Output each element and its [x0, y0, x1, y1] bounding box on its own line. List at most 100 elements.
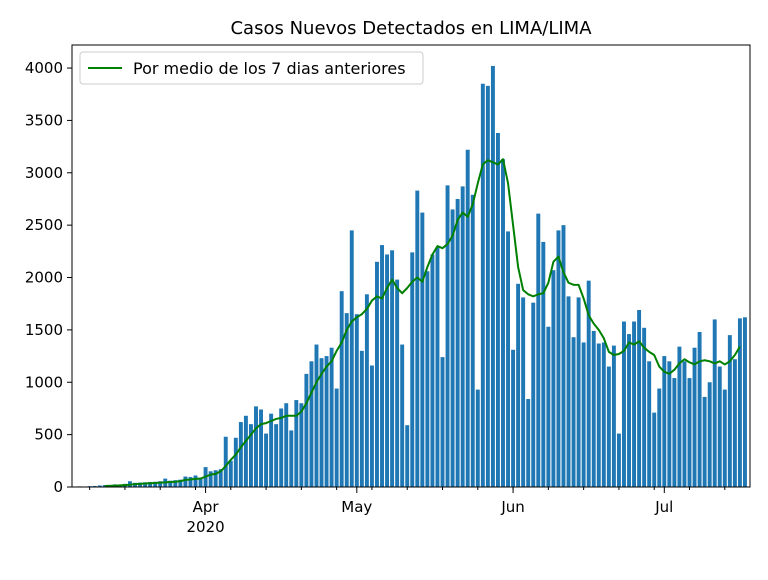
- bar: [723, 390, 727, 487]
- bar: [516, 284, 520, 487]
- bar: [183, 477, 187, 487]
- bar: [617, 434, 621, 487]
- y-tick-label: 2000: [25, 269, 63, 287]
- bar: [405, 425, 409, 487]
- bar: [239, 422, 243, 487]
- bars-layer: [73, 66, 747, 487]
- bar: [420, 213, 424, 487]
- bar: [713, 319, 717, 487]
- bar: [592, 331, 596, 487]
- bar: [335, 389, 339, 487]
- bar: [627, 334, 631, 487]
- bar: [647, 361, 651, 487]
- x-tick-label: Apr: [193, 498, 220, 516]
- bar: [325, 356, 329, 487]
- x-tick-label: May: [341, 498, 372, 516]
- bar: [491, 66, 495, 487]
- bar: [677, 347, 681, 487]
- bar: [572, 337, 576, 487]
- bar: [556, 230, 560, 487]
- bar: [466, 150, 470, 487]
- bar: [390, 250, 394, 487]
- y-tick-label: 1500: [25, 321, 63, 339]
- bar: [309, 361, 313, 487]
- bar: [304, 374, 308, 487]
- bar: [370, 366, 374, 488]
- bar: [476, 390, 480, 487]
- y-tick-label: 3000: [25, 164, 63, 182]
- bar: [425, 271, 429, 487]
- bar: [698, 332, 702, 487]
- bar: [577, 297, 581, 487]
- bar: [662, 356, 666, 487]
- bar: [289, 430, 293, 487]
- bar: [355, 314, 359, 487]
- bar: [279, 408, 283, 487]
- bar: [299, 403, 303, 487]
- bar: [360, 351, 364, 487]
- bar: [456, 199, 460, 487]
- bar: [234, 438, 238, 487]
- x-tick-label: Jun: [500, 498, 524, 516]
- y-tick-label: 2500: [25, 216, 63, 234]
- bar: [582, 342, 586, 487]
- chart-title: Casos Nuevos Detectados en LIMA/LIMA: [230, 18, 592, 39]
- bar: [506, 231, 510, 487]
- bar: [536, 214, 540, 487]
- bar: [345, 313, 349, 487]
- bar: [718, 367, 722, 487]
- bar: [642, 328, 646, 487]
- bar: [274, 424, 278, 487]
- bar: [562, 225, 566, 487]
- bar: [340, 291, 344, 487]
- bar: [728, 335, 732, 487]
- x-tick-label: Jul: [654, 498, 673, 516]
- y-tick-label: 500: [34, 426, 63, 444]
- bar: [622, 322, 626, 487]
- bar: [688, 378, 692, 487]
- bar: [708, 382, 712, 487]
- bar: [511, 350, 515, 487]
- bar: [501, 159, 505, 487]
- bar: [521, 297, 525, 487]
- bar: [330, 348, 334, 487]
- bar: [672, 378, 676, 487]
- bar: [430, 254, 434, 487]
- bar: [703, 397, 707, 487]
- bar: [350, 230, 354, 487]
- bar: [264, 434, 268, 487]
- bar: [269, 414, 273, 487]
- bar: [526, 399, 530, 487]
- bar: [451, 209, 455, 487]
- bar: [441, 357, 445, 487]
- bar: [541, 242, 545, 487]
- bar: [415, 191, 419, 487]
- bar: [567, 296, 571, 487]
- bar: [637, 310, 641, 487]
- bar: [657, 389, 661, 487]
- bar: [607, 367, 611, 487]
- bar: [683, 361, 687, 487]
- bar: [496, 133, 500, 487]
- bar: [461, 186, 465, 487]
- bar: [597, 344, 601, 487]
- y-tick-label: 0: [53, 478, 63, 496]
- bar: [471, 195, 475, 487]
- bar: [446, 185, 450, 487]
- bar: [632, 322, 636, 487]
- bar: [395, 280, 399, 487]
- bar: [294, 400, 298, 487]
- y-tick-label: 3500: [25, 111, 63, 129]
- bar: [259, 409, 263, 487]
- bar: [546, 327, 550, 487]
- bar: [229, 461, 233, 487]
- bar: [667, 361, 671, 487]
- bar: [486, 86, 490, 487]
- bar: [551, 270, 555, 487]
- bar: [224, 437, 228, 487]
- bar: [254, 406, 258, 487]
- bar: [693, 348, 697, 487]
- bar: [380, 245, 384, 487]
